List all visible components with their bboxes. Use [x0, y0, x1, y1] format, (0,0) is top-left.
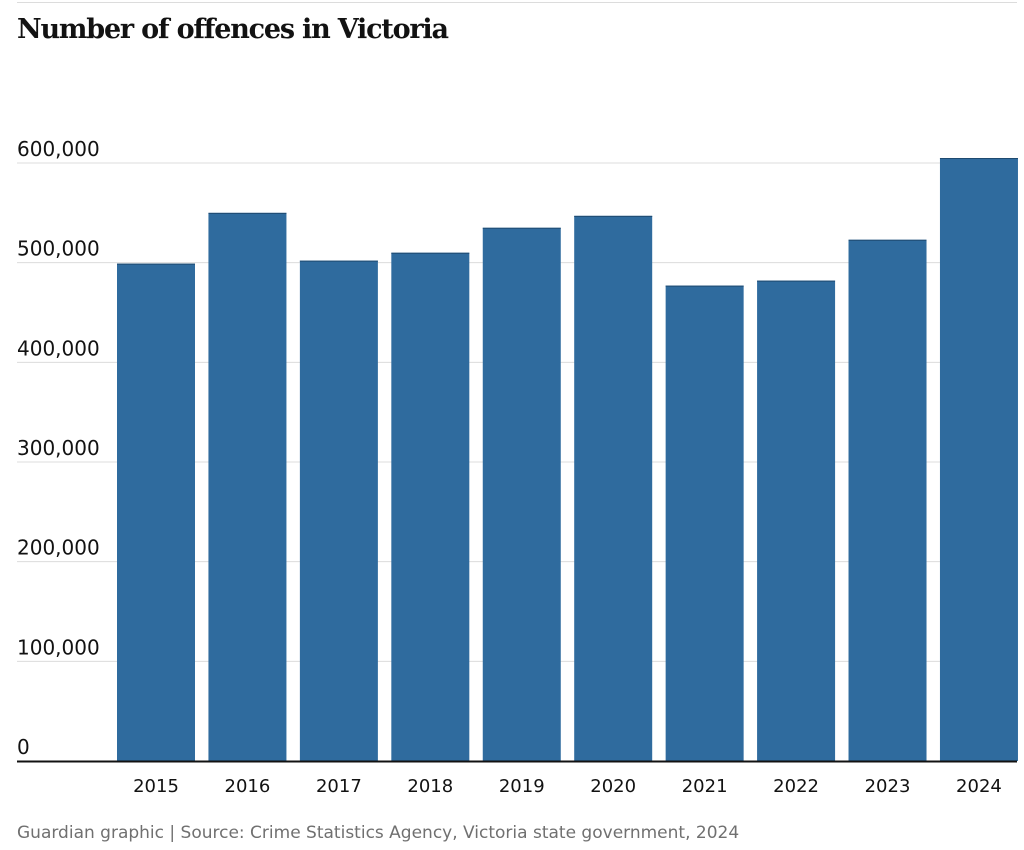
bar-2022: [757, 280, 836, 761]
bar-2017: [299, 260, 378, 761]
x-tick-label: 2019: [499, 776, 545, 797]
chart-title: Number of offences in Victoria: [17, 14, 449, 45]
y-tick-label: 200,000: [17, 536, 100, 560]
x-tick-label: 2018: [407, 776, 453, 797]
x-tick-label: 2024: [956, 776, 1002, 797]
bar-2023: [848, 239, 927, 761]
x-axis-ticks: 2015 2016 2017 2018 2019 2020 2021 2022 2023 2024: [133, 776, 1002, 797]
bar-2021: [665, 285, 744, 761]
x-tick-label: 2015: [133, 776, 179, 797]
x-tick-label: 2023: [865, 776, 911, 797]
bar-2020: [574, 215, 653, 761]
x-tick-label: 2016: [225, 776, 271, 797]
bar-2018: [391, 252, 470, 761]
y-tick-label: 600,000: [17, 137, 100, 161]
bar-2016: [208, 212, 287, 762]
x-tick-label: 2021: [682, 776, 728, 797]
y-tick-label: 300,000: [17, 436, 100, 460]
top-rule: [17, 2, 1017, 3]
bar-2024: [939, 158, 1018, 761]
x-tick-label: 2020: [590, 776, 636, 797]
y-tick-label: 500,000: [17, 237, 100, 261]
source-note: Guardian graphic | Source: Crime Statist…: [17, 823, 740, 843]
bar-2015: [117, 263, 195, 761]
y-tick-label: 0: [17, 735, 30, 759]
x-tick-label: 2022: [773, 776, 819, 797]
x-tick-label: 2017: [316, 776, 362, 797]
y-axis-ticks: 0 100,000 200,000 300,000 400,000 500,000 600,…: [17, 137, 100, 759]
bars: [117, 158, 1018, 762]
y-tick-label: 400,000: [17, 336, 100, 360]
bar-2019: [482, 227, 561, 762]
y-tick-label: 100,000: [17, 635, 100, 659]
